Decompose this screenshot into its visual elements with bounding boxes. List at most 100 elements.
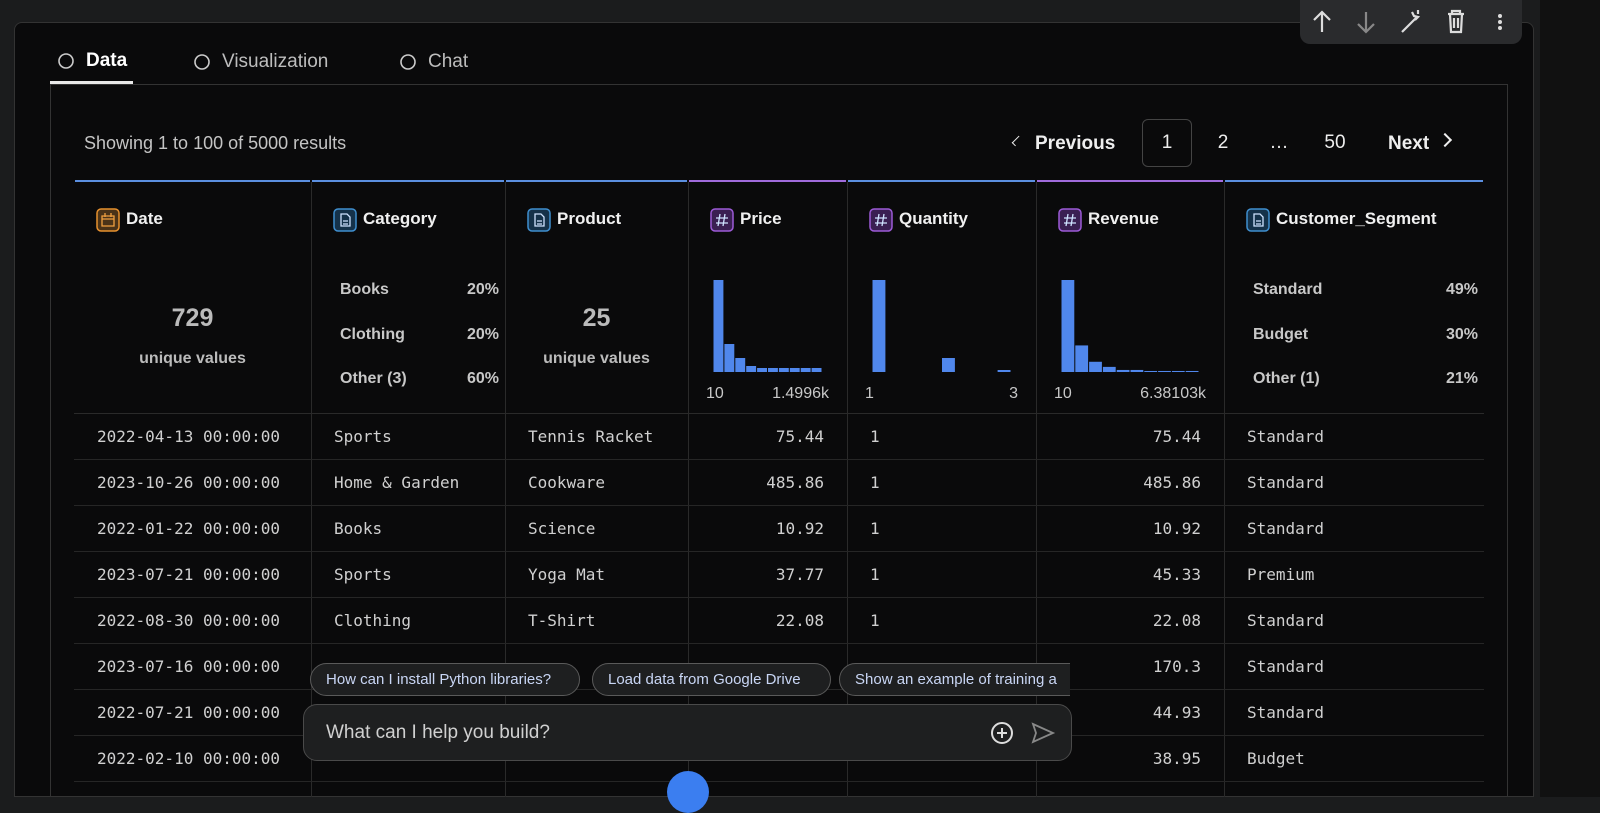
icon-bg — [1246, 208, 1270, 232]
table-cell: 10.92 — [775, 519, 824, 538]
toolbar-button[interactable] — [1401, 10, 1421, 33]
page-button[interactable]: 50 — [1324, 132, 1346, 153]
table-cell: 1 — [870, 473, 880, 492]
toolbar-button[interactable] — [1448, 9, 1464, 34]
histogram-bar — [713, 280, 724, 372]
column-header[interactable]: Customer_Segment — [1276, 209, 1437, 228]
tab-label: Chat — [428, 51, 469, 72]
table-cell: Books — [334, 519, 383, 538]
histogram-bar — [1089, 361, 1102, 372]
histogram-min: 10 — [1054, 385, 1072, 402]
table-cell: 1 — [870, 611, 880, 630]
unique-count: 729 — [171, 304, 214, 332]
histogram — [713, 280, 822, 372]
send-button[interactable] — [1031, 722, 1056, 744]
table-cell: Standard — [1247, 611, 1325, 630]
fab[interactable] — [667, 771, 709, 813]
histogram-max: 3 — [1009, 385, 1018, 402]
table-cell: 1 — [870, 427, 880, 446]
table-cell: Sports — [334, 565, 392, 584]
column-header[interactable]: Category — [363, 209, 437, 228]
table-cell: 75.44 — [1152, 427, 1201, 446]
column-type-icon — [869, 208, 893, 232]
column-header[interactable]: Price — [740, 209, 782, 228]
tab[interactable]: Visualization — [186, 40, 334, 84]
top-percent: 21% — [1445, 370, 1478, 387]
table-cell: 2022-07-21 00:00:00 — [97, 703, 281, 722]
table-cell: 10.92 — [1152, 519, 1201, 538]
icon-glyph — [534, 213, 545, 227]
column-accent — [1225, 180, 1483, 182]
histogram-bar — [1061, 280, 1075, 372]
tab-label: Data — [86, 49, 128, 71]
column-accent — [506, 180, 687, 182]
top-percent: 49% — [1445, 281, 1478, 298]
chip-label: How can I install Python libraries? — [326, 671, 552, 688]
table-cell: Science — [528, 519, 596, 538]
tab[interactable]: Chat — [392, 40, 474, 84]
table-cell: Budget — [1247, 749, 1305, 768]
histogram-bar — [1144, 370, 1158, 372]
toolbar-button[interactable] — [1357, 12, 1375, 34]
page-button[interactable]: 2 — [1217, 132, 1229, 153]
icon-bg — [869, 208, 893, 232]
table-cell: 22.08 — [1152, 611, 1201, 630]
column-accent — [689, 180, 846, 182]
column-header[interactable]: Date — [126, 209, 163, 228]
column-type-icon — [1246, 208, 1270, 232]
histogram-bar — [757, 368, 767, 372]
column-type-icon — [96, 208, 120, 232]
previous-button[interactable]: Previous — [1035, 133, 1116, 154]
table-cell: 22.08 — [775, 611, 824, 630]
table-cell: 1 — [870, 565, 880, 584]
column-divider — [1224, 182, 1225, 797]
top-value: Standard — [1253, 281, 1323, 298]
table-cell: Standard — [1247, 519, 1325, 538]
toolbar-button[interactable] — [1313, 10, 1331, 32]
suggestion-chip[interactable]: How can I install Python libraries? — [310, 663, 580, 696]
chip-label: Show an example of training a — [855, 671, 1057, 688]
icon-glyph — [101, 213, 115, 227]
table-cell: 45.33 — [1152, 565, 1201, 584]
suggestion-chip[interactable]: Show an example of training a — [839, 663, 1070, 696]
plus — [997, 728, 1007, 738]
chat-input[interactable]: What can I help you build? — [303, 704, 1072, 761]
histogram-bar — [811, 368, 822, 372]
scrollbar-track — [1540, 0, 1600, 797]
top-value: Clothing — [340, 325, 405, 343]
column-divider — [311, 182, 312, 797]
table-cell: Home & Garden — [334, 473, 460, 492]
page-button[interactable]: … — [1269, 132, 1289, 153]
status-text: Showing 1 to 100 of 5000 results — [84, 133, 347, 153]
histogram-bar — [1102, 366, 1116, 372]
icon-glyph — [1253, 213, 1264, 227]
tab[interactable]: Data — [50, 40, 134, 84]
header-border — [74, 413, 1484, 414]
column-header[interactable]: Quantity — [899, 209, 968, 228]
suggestion-chip[interactable]: Load data from Google Drive — [592, 663, 831, 696]
add-button[interactable] — [991, 722, 1013, 744]
icon — [194, 54, 210, 70]
unique-caption: unique values — [543, 350, 650, 367]
table-cell: 44.93 — [1152, 703, 1201, 722]
column-divider — [1036, 182, 1037, 797]
icon-glyph — [875, 213, 887, 227]
icon-bg — [333, 208, 357, 232]
column-divider — [505, 182, 506, 797]
column-accent — [75, 180, 310, 182]
tab-label: Visualization — [222, 51, 329, 72]
column-type-icon — [710, 208, 734, 232]
histogram-min: 1 — [865, 385, 874, 402]
next-button[interactable]: Next — [1388, 133, 1430, 154]
unique-count: 25 — [582, 304, 611, 332]
table-cell: 75.44 — [775, 427, 824, 446]
histogram-min: 10 — [706, 385, 724, 402]
column-header[interactable]: Revenue — [1088, 209, 1159, 228]
more-dot — [1498, 20, 1502, 24]
row-border — [74, 643, 1484, 644]
page-button[interactable]: 1 — [1142, 119, 1192, 167]
column-accent — [848, 180, 1035, 182]
column-header[interactable]: Product — [557, 209, 622, 228]
chat-placeholder: What can I help you build? — [326, 722, 550, 743]
